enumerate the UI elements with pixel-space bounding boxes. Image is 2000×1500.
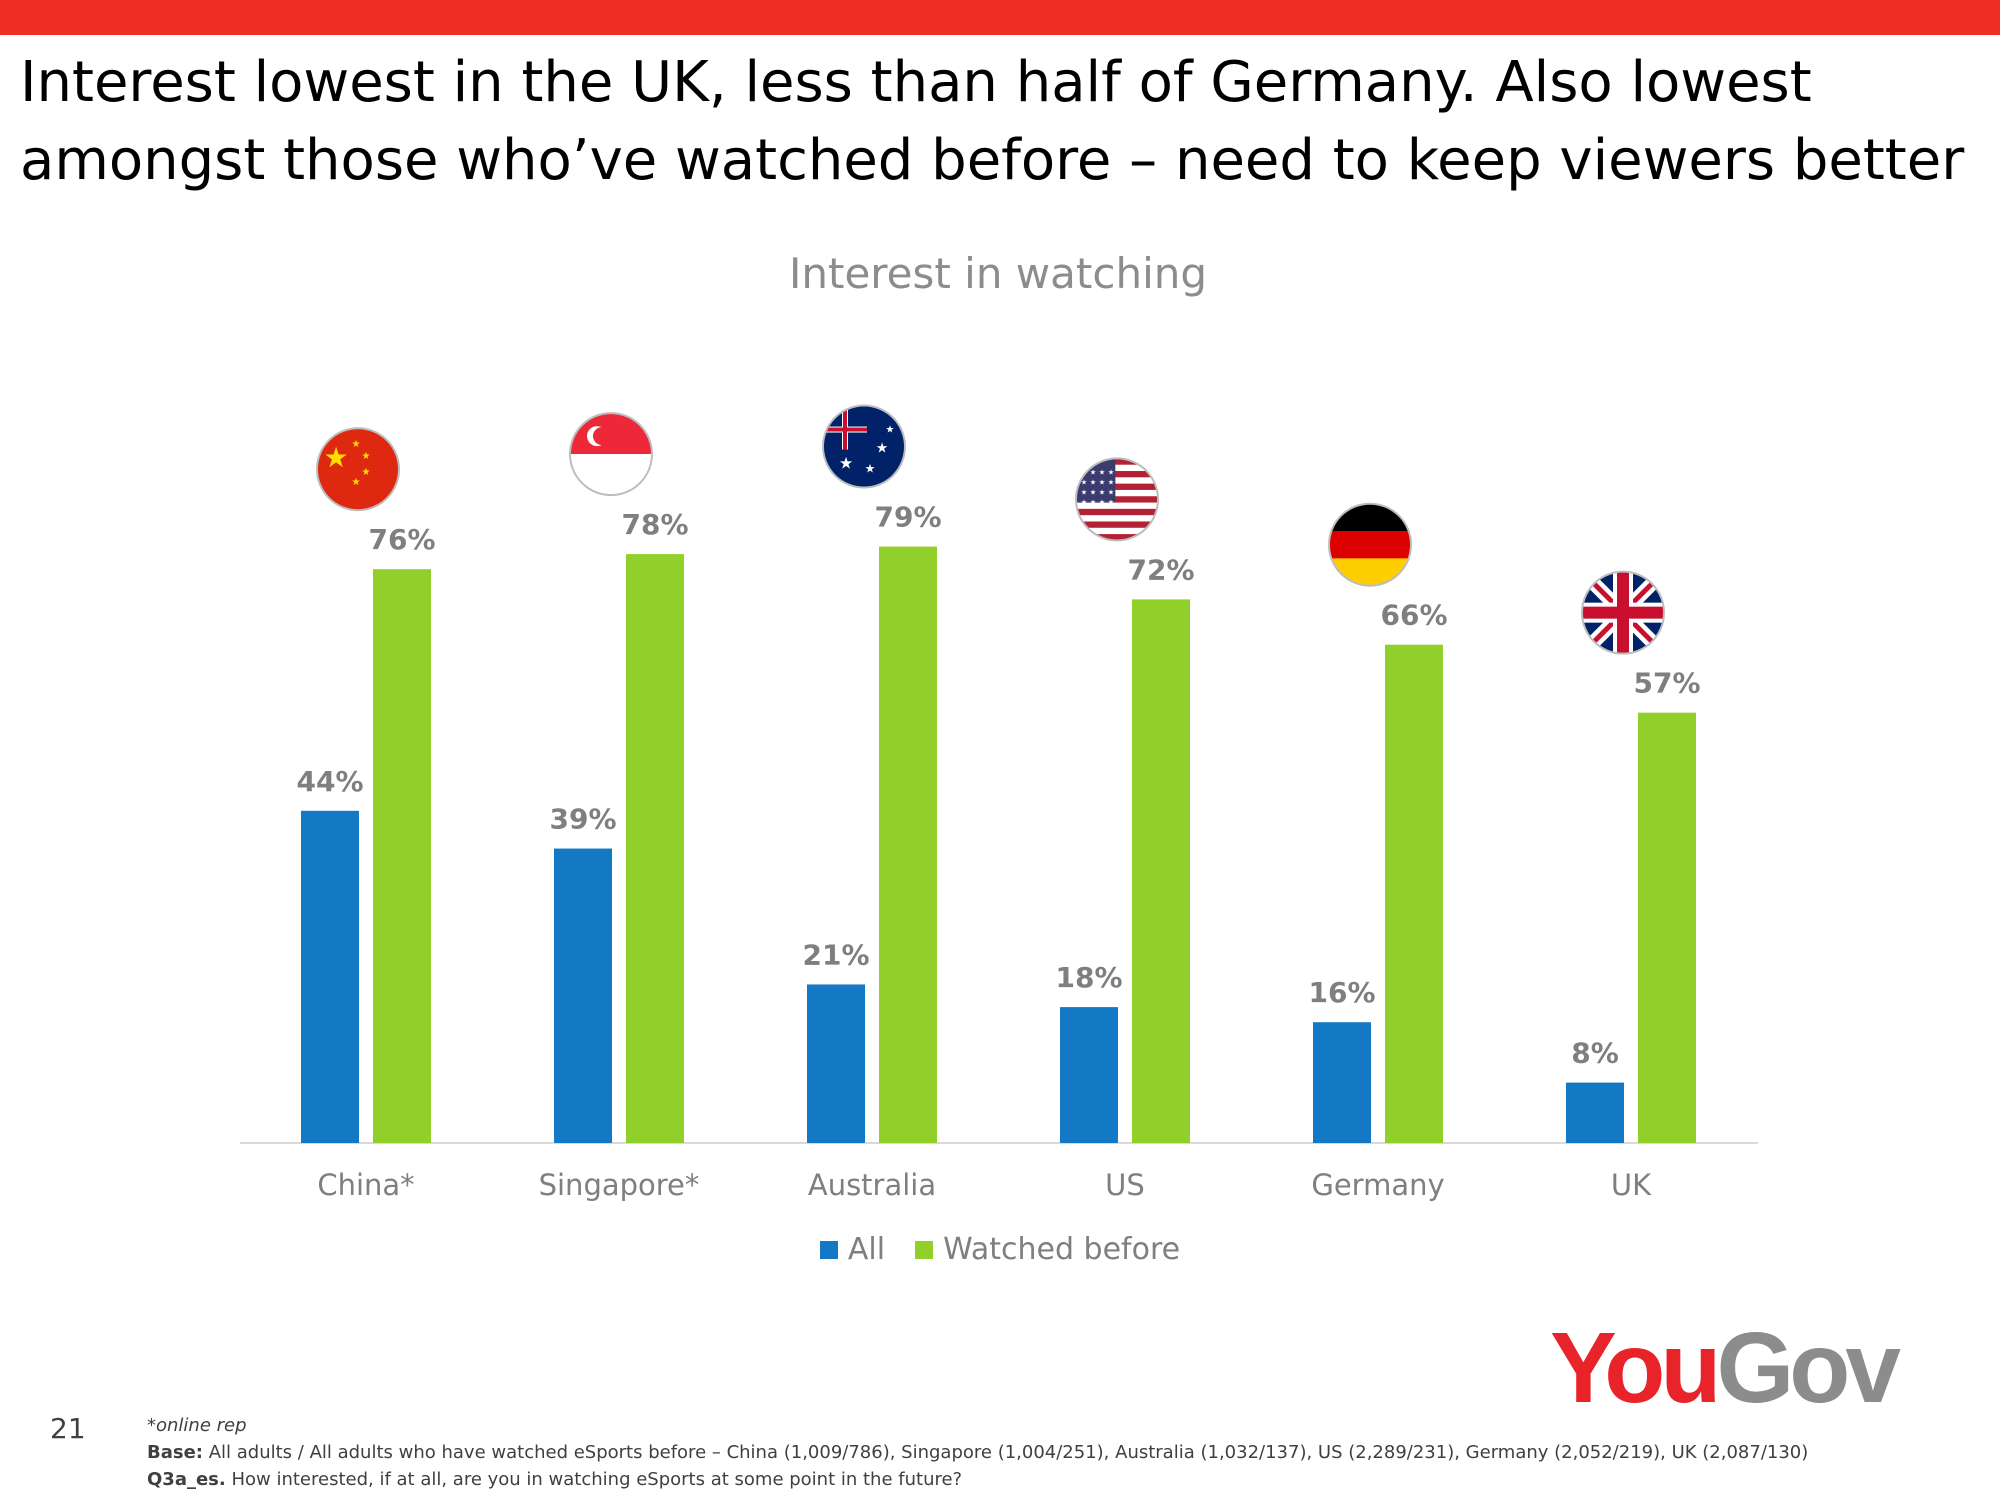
svg-text:★: ★ [1090,468,1096,476]
legend-label-watched: Watched before [943,1232,1181,1267]
category-label-singapore: Singapore* [539,1168,700,1202]
svg-text:★: ★ [1099,498,1105,506]
legend-swatch-watched [915,1240,934,1259]
chart-legend: All Watched before [0,1232,2000,1267]
data-label-all-us: 18% [1055,961,1122,994]
data-label-watched-germany: 66% [1380,599,1447,632]
svg-text:★: ★ [886,425,895,436]
svg-text:★: ★ [1090,488,1096,496]
bar-watched-singapore [626,554,684,1143]
svg-text:★: ★ [352,439,361,450]
svg-text:★: ★ [876,441,889,457]
chart-title: Interest in watching [789,249,1207,298]
svg-text:★: ★ [1090,478,1096,486]
headline-line-1: Interest lowest in the UK, less than hal… [20,50,1812,115]
svg-text:★: ★ [1108,478,1114,486]
bar-all-australia [807,984,865,1143]
flag-us-icon: ★ ★ ★ ★★ ★ ★ ★★ ★ ★ ★★ ★ ★ ★ [1075,457,1159,542]
data-label-watched-australia: 79% [874,501,941,534]
logo-gov: Gov [1716,1312,1900,1424]
bar-all-singapore [554,848,612,1143]
flag-germany-icon [1328,502,1412,587]
flag-australia-icon: ★★★★ [822,404,906,489]
legend-item-watched: Watched before [915,1232,1180,1267]
category-label-us: US [1105,1168,1145,1202]
footnote-question-label: Q3a_es. [147,1469,226,1490]
svg-text:★: ★ [1081,488,1087,496]
bar-all-uk [1566,1082,1624,1143]
category-label-germany: Germany [1311,1168,1444,1202]
bar-watched-australia [879,546,937,1143]
flag-singapore-icon [569,412,653,497]
data-label-all-china: 44% [296,765,363,798]
data-label-watched-singapore: 78% [621,508,688,541]
data-label-all-uk: 8% [1571,1037,1619,1070]
data-label-all-australia: 21% [802,938,869,971]
footnote-base: Base: All adults / All adults who have w… [147,1439,1808,1466]
svg-text:★: ★ [1090,498,1096,506]
svg-text:★: ★ [1108,468,1114,476]
category-label-australia: Australia [808,1168,936,1202]
svg-text:★: ★ [1099,488,1105,496]
svg-text:★: ★ [1081,478,1087,486]
bar-watched-china [373,569,431,1143]
footnote-question: Q3a_es. How interested, if at all, are y… [147,1466,1808,1493]
data-label-watched-uk: 57% [1633,667,1700,700]
svg-text:★: ★ [352,477,361,488]
page-number: 21 [50,1412,86,1445]
top-accent-bar [0,0,2000,35]
footnote-online-rep: *online rep [147,1415,247,1436]
svg-text:★: ★ [1099,468,1105,476]
legend-label-all: All [847,1232,886,1267]
category-label-china: China* [317,1168,414,1202]
page-headline: Interest lowest in the UK, less than hal… [20,44,1980,200]
svg-text:★: ★ [362,451,371,462]
legend-swatch-all [819,1240,838,1259]
yougov-logo: YouGov [1550,1318,1901,1418]
bar-watched-uk [1638,712,1696,1143]
bar-all-germany [1313,1022,1371,1143]
svg-text:★: ★ [1099,478,1105,486]
svg-text:★: ★ [1081,498,1087,506]
bar-watched-us [1132,599,1190,1143]
data-label-watched-us: 72% [1127,553,1194,586]
svg-text:★: ★ [362,467,371,478]
flag-uk-icon [1581,570,1665,655]
footnote-base-text: All adults / All adults who have watched… [203,1442,1809,1463]
flag-china-icon: ★ ★★★★ [316,427,400,512]
footnote-base-label: Base: [147,1442,203,1463]
data-label-all-singapore: 39% [549,803,616,836]
headline-line-2: amongst those who’ve watched before – ne… [20,128,1965,193]
svg-text:★: ★ [1108,488,1114,496]
category-label-uk: UK [1611,1168,1652,1202]
svg-text:★: ★ [865,462,876,476]
bar-watched-germany [1385,644,1443,1143]
legend-item-all: All [819,1232,886,1267]
logo-you: You [1550,1312,1721,1424]
footnotes: *online rep Base: All adults / All adult… [147,1412,1808,1493]
data-label-all-germany: 16% [1308,976,1375,1009]
svg-text:★: ★ [323,441,348,474]
footnote-question-text: How interested, if at all, are you in wa… [225,1469,963,1490]
data-label-watched-china: 76% [368,523,435,556]
bar-all-china [301,810,359,1143]
bar-all-us [1060,1007,1118,1143]
svg-text:★: ★ [1108,498,1114,506]
svg-text:★: ★ [839,454,853,473]
